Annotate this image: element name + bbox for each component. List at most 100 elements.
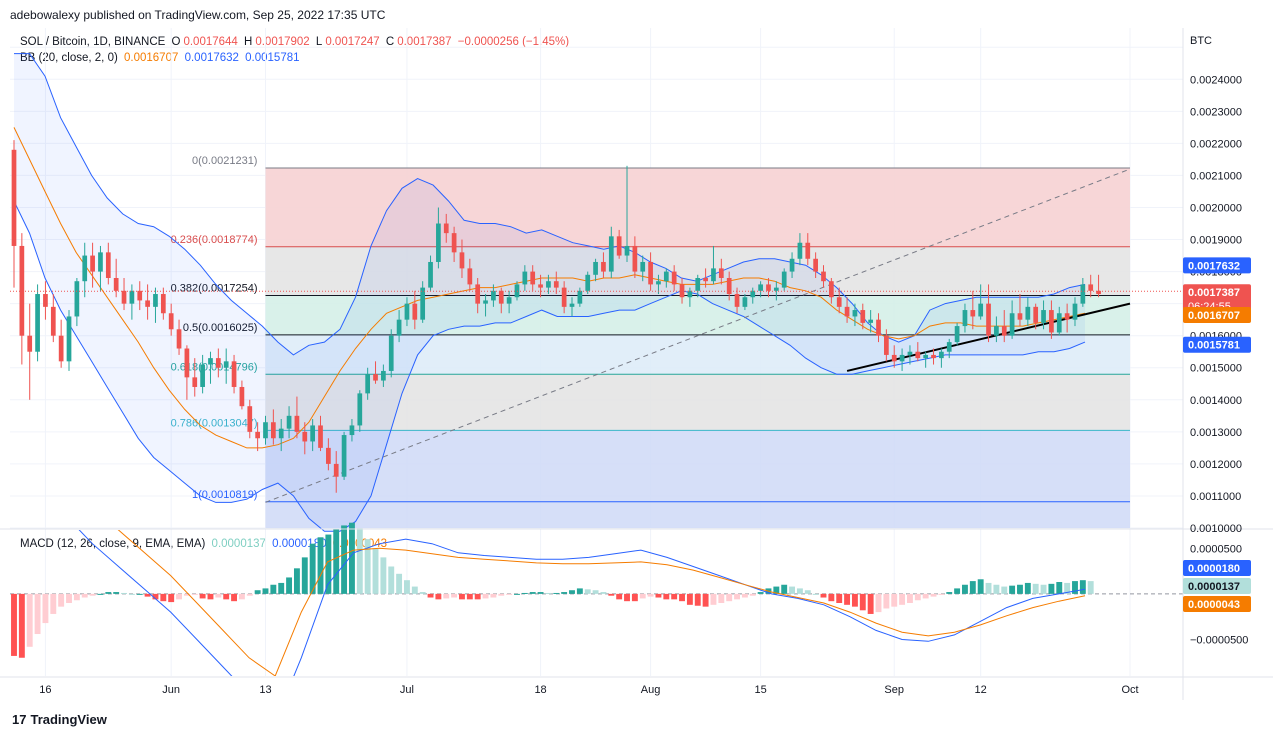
macd-bar	[891, 593, 898, 607]
x-tick-label: 15	[754, 684, 766, 696]
candle	[160, 287, 166, 320]
price-tag-close-text: 0.0017387	[1188, 287, 1240, 299]
candle-body	[585, 274, 591, 291]
candle	[624, 165, 630, 262]
candle-body	[286, 415, 292, 429]
macd-bar	[545, 592, 552, 594]
candle-body	[640, 261, 646, 272]
macd-bar	[152, 593, 159, 600]
price-tag-bb-basis: 0.0016707	[1183, 307, 1251, 324]
macd-bar	[121, 592, 127, 594]
candle	[19, 233, 25, 365]
macd-bar	[18, 593, 25, 658]
macd-bar	[262, 588, 269, 594]
macd-bar	[914, 593, 921, 601]
candle	[428, 255, 433, 291]
macd-tag-line: 0.0000180	[1183, 560, 1251, 576]
macd-bar	[600, 592, 607, 594]
macd-line	[78, 530, 1086, 676]
macd-bar	[631, 593, 638, 602]
candle	[459, 239, 465, 278]
candle	[192, 358, 198, 397]
candle	[82, 242, 88, 298]
candle-body	[931, 354, 936, 359]
candle	[695, 274, 701, 298]
candle	[475, 278, 481, 314]
candle	[781, 268, 787, 291]
macd-bar	[191, 593, 198, 595]
candle	[50, 294, 56, 343]
macd-bar	[443, 593, 450, 599]
candle-body	[954, 326, 960, 343]
candle-body	[695, 278, 701, 291]
candle-body	[773, 287, 779, 291]
candle	[553, 271, 559, 295]
macd-bar	[1056, 582, 1063, 594]
candle	[962, 303, 968, 333]
macd-tag-hist-bg	[1183, 578, 1251, 594]
candle	[58, 319, 64, 368]
price-tag-bb-lower-bg	[1183, 336, 1251, 353]
candle-body	[98, 252, 103, 272]
candle-body	[994, 326, 999, 336]
candle-body	[561, 287, 567, 307]
candle-body	[168, 313, 174, 330]
candle	[868, 310, 874, 333]
candle-body	[1017, 313, 1023, 320]
candle-body	[828, 281, 834, 298]
candle-body	[349, 425, 355, 436]
candle-body	[1041, 310, 1046, 323]
macd-bar	[1040, 584, 1047, 594]
macd-bar	[364, 539, 371, 594]
bb-label[interactable]: BB (20, close, 2, 0)	[20, 52, 118, 64]
candle	[931, 348, 936, 365]
y-tick-label: 0.0019000	[1190, 235, 1242, 247]
candle	[789, 252, 795, 278]
candle	[1041, 300, 1046, 330]
macd-bar	[309, 543, 316, 594]
y-tick-label: 0.0014000	[1190, 395, 1242, 407]
macd-tag-hist: 0.0000137	[1183, 578, 1251, 594]
macd-bar	[317, 537, 324, 594]
candle	[231, 354, 237, 394]
candle	[750, 287, 756, 304]
candle-body	[1025, 306, 1031, 320]
macd-bar	[1024, 582, 1031, 594]
candle-body	[270, 422, 276, 439]
candle	[577, 287, 583, 307]
macd-bar	[1064, 582, 1071, 594]
macd-bar	[828, 593, 835, 602]
candle-body	[176, 329, 182, 349]
candle	[742, 294, 748, 311]
candle	[404, 297, 410, 327]
macd-bar	[883, 593, 890, 609]
candle	[278, 419, 284, 452]
tradingview-logo-text: TradingView	[30, 712, 107, 727]
macd-bar	[757, 592, 764, 594]
candle-body	[1096, 290, 1101, 295]
candle	[208, 351, 213, 384]
candle	[498, 287, 504, 314]
candle-body	[420, 287, 426, 320]
bb-basis-value: 0.0016707	[124, 52, 179, 64]
candle	[923, 351, 929, 368]
low-value: 0.0017247	[325, 36, 380, 48]
macd-bar	[1017, 584, 1023, 594]
symbol-name[interactable]: SOL / Bitcoin, 1D, BINANCE	[20, 36, 166, 48]
macd-label[interactable]: MACD (12, 26, close, 9, EMA, EMA)	[20, 538, 206, 550]
candle	[640, 255, 646, 282]
tradingview-logo[interactable]: 17 TradingView	[12, 712, 107, 727]
macd-tag-hist-text: 0.0000137	[1188, 581, 1240, 593]
candle	[915, 342, 921, 362]
macd-bar	[954, 588, 961, 594]
macd-bar	[451, 593, 458, 598]
candle-body	[333, 463, 339, 477]
fib-level-label: 0.786(0.0013047)	[171, 417, 258, 429]
macd-bar	[521, 592, 528, 594]
macd-bar	[81, 593, 88, 598]
change-value: −0.0000256 (−1.45%)	[457, 36, 570, 48]
candle	[357, 390, 363, 432]
fib-level-label: 0.236(0.0018774)	[171, 234, 258, 246]
macd-bar	[286, 577, 293, 594]
